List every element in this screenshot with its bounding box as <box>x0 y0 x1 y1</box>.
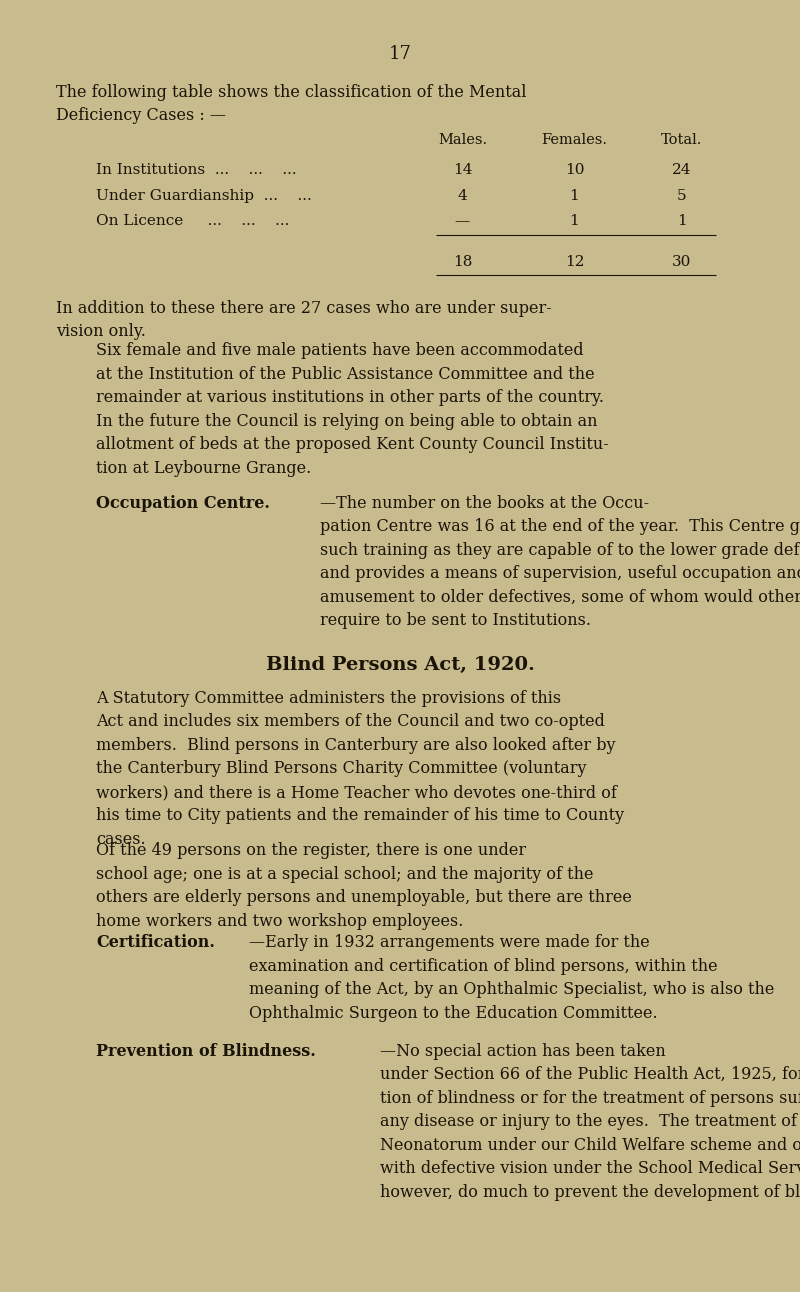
Text: On Licence     ...    ...    ...: On Licence ... ... ... <box>96 214 290 229</box>
Text: Females.: Females. <box>542 133 607 147</box>
Text: In addition to these there are 27 cases who are under super-
vision only.: In addition to these there are 27 cases … <box>56 300 552 340</box>
Text: 10: 10 <box>565 163 584 177</box>
Text: Certification.: Certification. <box>96 934 215 951</box>
Text: 1: 1 <box>570 214 579 229</box>
Text: —The number on the books at the Occu-
pation Centre was 16 at the end of the yea: —The number on the books at the Occu- pa… <box>320 495 800 629</box>
Text: 24: 24 <box>672 163 691 177</box>
Text: 30: 30 <box>672 255 691 269</box>
Text: Males.: Males. <box>438 133 487 147</box>
Text: Of the 49 persons on the register, there is one under
school age; one is at a sp: Of the 49 persons on the register, there… <box>96 842 632 930</box>
Text: Occupation Centre.: Occupation Centre. <box>96 495 270 512</box>
Text: A Statutory Committee administers the provisions of this
Act and includes six me: A Statutory Committee administers the pr… <box>96 690 624 848</box>
Text: 17: 17 <box>389 45 411 63</box>
Text: 1: 1 <box>570 189 579 203</box>
Text: —No special action has been taken
under Section 66 of the Public Health Act, 192: —No special action has been taken under … <box>379 1043 800 1200</box>
Text: —: — <box>454 214 470 229</box>
Text: 1: 1 <box>677 214 686 229</box>
Text: 18: 18 <box>453 255 472 269</box>
Text: Six female and five male patients have been accommodated
at the Institution of t: Six female and five male patients have b… <box>96 342 609 477</box>
Text: Under Guardianship  ...    ...: Under Guardianship ... ... <box>96 189 312 203</box>
Text: 4: 4 <box>458 189 467 203</box>
Text: In Institutions  ...    ...    ...: In Institutions ... ... ... <box>96 163 297 177</box>
Text: The following table shows the classification of the Mental
Deficiency Cases : —: The following table shows the classifica… <box>56 84 526 124</box>
Text: Prevention of Blindness.: Prevention of Blindness. <box>96 1043 316 1059</box>
Text: 12: 12 <box>565 255 584 269</box>
Text: —Early in 1932 arrangements were made for the
examination and certification of b: —Early in 1932 arrangements were made fo… <box>250 934 774 1022</box>
Text: Blind Persons Act, 1920.: Blind Persons Act, 1920. <box>266 656 534 674</box>
Text: 5: 5 <box>677 189 686 203</box>
Text: Total.: Total. <box>661 133 702 147</box>
Text: 14: 14 <box>453 163 472 177</box>
